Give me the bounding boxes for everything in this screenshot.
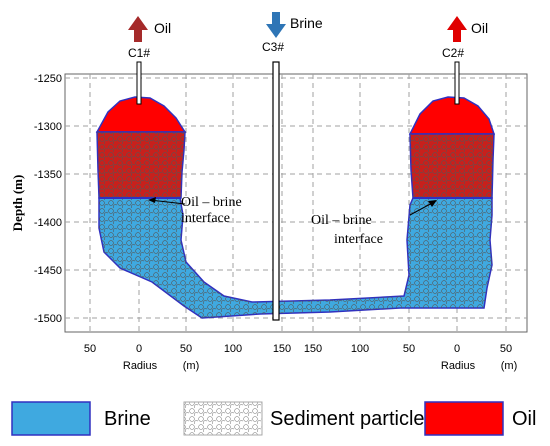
c3-flow-label: Brine: [290, 15, 323, 31]
legend-sediment-label: Sediment particles: [270, 408, 435, 430]
x-tick-9: 0: [454, 343, 460, 355]
well-c1-tube: [136, 61, 142, 105]
y-tick-1350: -1350: [34, 169, 62, 181]
y-tick-1300: -1300: [34, 121, 62, 133]
left-oil-upper: [95, 96, 187, 133]
left-interface-label-line2: interface: [181, 211, 230, 226]
right-interface-pointer-head: [428, 200, 437, 207]
legend: Brine Sediment particles Oil: [11, 401, 536, 436]
well-c3-tube: [272, 61, 280, 321]
right-oil-upper: [408, 96, 496, 135]
x-tick-4: 100: [224, 343, 242, 355]
x-axis-label-left: Radius: [123, 360, 158, 372]
right-interface-label-line2: interface: [334, 232, 383, 247]
well-c2-tube: [454, 61, 460, 105]
legend-brine-label: Brine: [104, 408, 151, 430]
x-tick-5: 150: [273, 343, 291, 355]
y-tick-1450: -1450: [34, 265, 62, 277]
left-oil-sediment: [97, 132, 185, 198]
x-tick-1: 50: [84, 343, 96, 355]
c1-flow-label: Oil: [154, 20, 171, 36]
left-interface-label-line1: Oil – brine: [181, 195, 242, 210]
c3-brine-arrow-icon: [266, 12, 286, 38]
y-tick-1500: -1500: [34, 313, 62, 325]
brine-sediment-overlay: [99, 198, 492, 318]
c3-well-name: C3#: [262, 40, 284, 54]
x-tick-10: 50: [500, 343, 512, 355]
legend-sediment-swatch: [183, 401, 263, 436]
x-tick-6: 150: [304, 343, 322, 355]
left-interface-pointer: [149, 199, 186, 205]
x-tick-7: 100: [351, 343, 369, 355]
c2-oil-arrow-icon: [447, 16, 467, 42]
y-axis-label: Depth (m): [10, 175, 25, 232]
x-axis-unit-right: (m): [501, 360, 518, 372]
x-axis-label-right: Radius: [441, 360, 476, 372]
c1-oil-arrow-icon: [128, 16, 148, 42]
c1-well-name: C1#: [128, 46, 150, 60]
y-tick-1250: -1250: [34, 73, 62, 85]
right-oil-sediment: [410, 134, 494, 198]
x-tick-8: 50: [403, 343, 415, 355]
x-tick-3: 50: [180, 343, 192, 355]
legend-oil-label: Oil: [512, 408, 536, 430]
y-tick-1400: -1400: [34, 217, 62, 229]
right-interface-pointer: [409, 201, 435, 216]
c2-flow-label: Oil: [471, 20, 488, 36]
x-tick-2: 0: [136, 343, 142, 355]
c2-well-name: C2#: [442, 46, 464, 60]
right-interface-label-line1: Oil – brine: [311, 213, 372, 228]
legend-brine-swatch: [11, 401, 91, 436]
x-axis-unit-left: (m): [183, 360, 200, 372]
left-interface-pointer-head: [148, 197, 156, 203]
legend-oil-swatch: [424, 401, 504, 436]
